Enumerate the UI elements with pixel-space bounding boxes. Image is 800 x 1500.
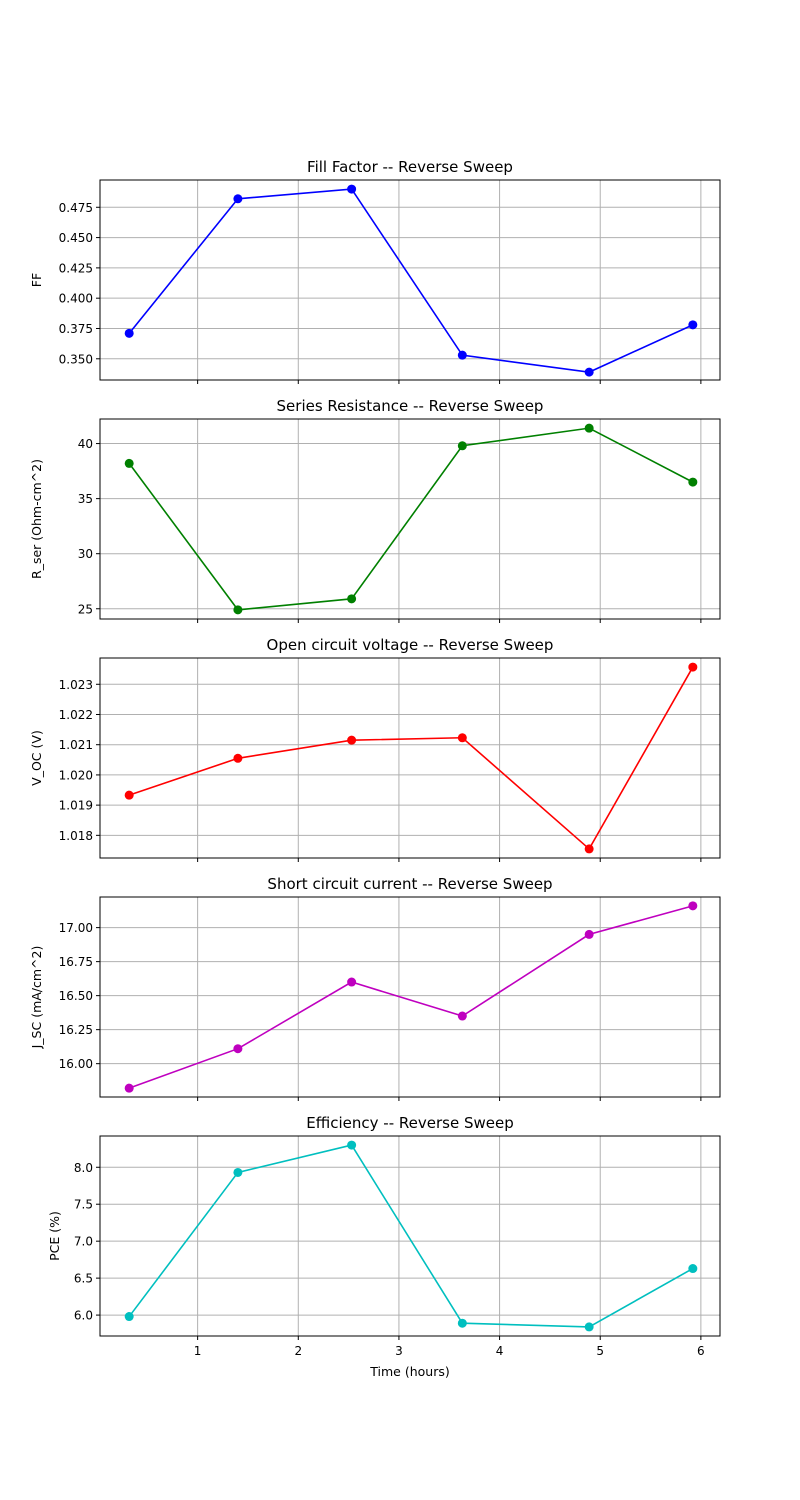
y-tick-label: 0.375: [59, 322, 93, 336]
series-line: [128, 1144, 694, 1328]
x-tick-label: 2: [294, 1344, 302, 1358]
y-tick-label: 16.75: [59, 955, 93, 969]
axes-frame: [99, 418, 721, 620]
data-point: [584, 1322, 594, 1332]
y-axis-label: FF: [29, 273, 44, 287]
data-point: [584, 423, 594, 433]
subplot-2: 25 30 35 40 Series Resistance -- Reverse Swe…: [29, 397, 721, 623]
y-axis-label: PCE (%): [47, 1211, 62, 1261]
y-tick-label: 16.00: [59, 1057, 93, 1071]
series-line: [128, 905, 694, 1089]
y-tick-label: 8.0: [74, 1161, 93, 1175]
data-point: [347, 1140, 357, 1150]
data-point: [233, 1167, 243, 1177]
y-tick-label: 1.020: [59, 768, 93, 782]
data-point: [688, 320, 698, 330]
data-point: [688, 1264, 698, 1274]
subplot-3: 1.018 1.019 1.020 1.021 1.022 1.023 Open circu…: [29, 636, 721, 862]
y-tick-label: 16.25: [59, 1023, 93, 1037]
data-point: [124, 1312, 134, 1322]
y-axis-label: J_SC (mA/cm^2): [29, 946, 44, 1050]
data-point: [124, 458, 134, 468]
subplot-4: 16.00 16.25 16.50 16.75 17.00 Short circuit c…: [29, 875, 721, 1101]
y-tick-label: 6.0: [74, 1309, 93, 1323]
y-axis-label: R_ser (Ohm-cm^2): [29, 459, 44, 579]
data-point: [124, 790, 134, 800]
y-tick-label: 16.50: [59, 989, 93, 1003]
y-tick-label: 1.023: [59, 678, 93, 692]
x-tick-label: 5: [596, 1344, 604, 1358]
subplot-1: 0.350 0.375 0.400 0.425 0.450 0.475 Fill Facto…: [29, 158, 721, 384]
subplot-title: Short circuit current -- Reverse Sweep: [267, 875, 552, 893]
x-tick-label: 6: [697, 1344, 705, 1358]
y-axis-label: V_OC (V): [29, 730, 44, 786]
data-point: [233, 605, 243, 615]
y-tick-label: 35: [78, 492, 93, 506]
y-tick-label: 1.018: [59, 829, 93, 843]
data-point: [233, 1044, 243, 1054]
data-point: [584, 367, 594, 377]
y-tick-label: 7.0: [74, 1235, 93, 1249]
y-tick-label: 1.021: [59, 738, 93, 752]
data-point: [688, 477, 698, 487]
x-tick-label: 1: [194, 1344, 202, 1358]
y-tick-label: 0.450: [59, 231, 93, 245]
y-tick-label: 17.00: [59, 921, 93, 935]
axes-frame: [99, 657, 721, 859]
axes-frame: [99, 179, 721, 381]
subplot-title: Series Resistance -- Reverse Sweep: [277, 397, 544, 415]
x-tick-label: 4: [496, 1344, 504, 1358]
y-tick-label: 1.019: [59, 799, 93, 813]
data-point: [457, 350, 467, 360]
y-tick-label: 30: [78, 547, 93, 561]
data-point: [457, 441, 467, 451]
x-axis-label: Time (hours): [369, 1364, 449, 1379]
series-line: [128, 188, 694, 373]
data-point: [457, 1011, 467, 1021]
data-point: [688, 901, 698, 911]
data-point: [347, 594, 357, 604]
subplot-title: Efficiency -- Reverse Sweep: [306, 1114, 513, 1132]
series-line: [128, 427, 694, 611]
y-tick-label: 1.022: [59, 708, 93, 722]
y-tick-label: 0.350: [59, 352, 93, 366]
y-tick-label: 40: [78, 437, 93, 451]
y-tick-label: 7.5: [74, 1198, 93, 1212]
series-line: [128, 666, 694, 851]
data-point: [347, 184, 357, 194]
data-point: [347, 735, 357, 745]
y-tick-label: 25: [78, 602, 93, 616]
subplot-title: Fill Factor -- Reverse Sweep: [307, 158, 513, 176]
y-tick-label: 0.425: [59, 261, 93, 275]
data-point: [233, 753, 243, 763]
data-point: [124, 328, 134, 338]
data-point: [124, 1083, 134, 1093]
axes-frame: [99, 1135, 721, 1337]
y-tick-label: 0.475: [59, 201, 93, 215]
y-tick-label: 0.400: [59, 292, 93, 306]
data-point: [457, 733, 467, 743]
data-point: [347, 977, 357, 987]
data-point: [688, 662, 698, 672]
data-point: [584, 929, 594, 939]
y-tick-label: 6.5: [74, 1272, 93, 1286]
data-point: [233, 194, 243, 204]
data-point: [457, 1318, 467, 1328]
subplot-5: 1 2 3 4 5 6 6.0 6.5 7.0 7.5 8.0 Efficiency -- Rever…: [47, 1114, 721, 1379]
data-point: [584, 844, 594, 854]
axes-frame: [99, 896, 721, 1098]
subplot-title: Open circuit voltage -- Reverse Sweep: [267, 636, 554, 654]
x-tick-label: 3: [395, 1344, 403, 1358]
